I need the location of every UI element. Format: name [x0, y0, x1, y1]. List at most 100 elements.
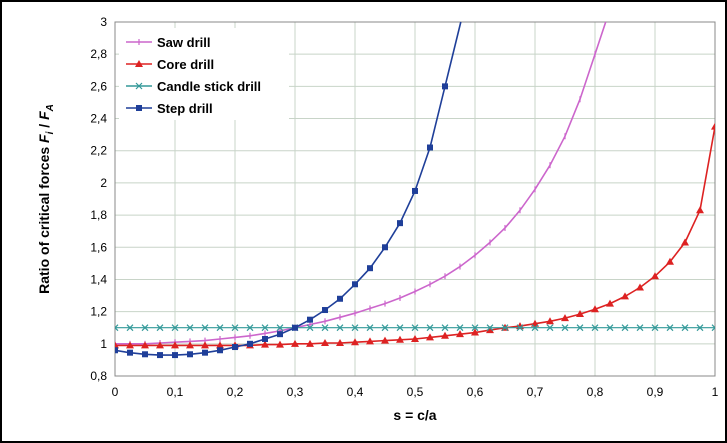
data-point [262, 335, 268, 342]
legend-label: Candle stick drill [157, 79, 261, 94]
legend-item: Candle stick drill [126, 79, 261, 94]
y-tick-label: 1,4 [90, 272, 107, 286]
data-point [141, 341, 149, 349]
x-tick-label: 0,9 [647, 385, 664, 399]
x-tick-label: 0,3 [287, 385, 304, 399]
y-tick-label: 2,6 [90, 79, 107, 93]
x-tick-label: 0,8 [587, 385, 604, 399]
data-point [322, 307, 328, 314]
data-point [135, 82, 143, 90]
data-point [201, 324, 209, 332]
x-tick-label: 0,2 [227, 385, 244, 399]
data-point [546, 317, 554, 325]
data-point [157, 352, 163, 359]
series-group [115, 21, 715, 359]
data-point [442, 83, 448, 90]
y-tick-label: 1,8 [90, 208, 107, 222]
x-axis-title: s = c/a [393, 407, 436, 423]
data-point [141, 324, 149, 332]
data-point [382, 244, 388, 251]
legend-box [119, 28, 289, 120]
data-point [171, 324, 179, 332]
y-axis-title-text: Ratio of critical forces [36, 147, 52, 294]
data-point [336, 339, 344, 347]
y-tick-label: 1,6 [90, 240, 107, 254]
data-point [261, 340, 269, 348]
data-point [441, 331, 449, 339]
data-point [411, 324, 419, 332]
x-tick-label: 0,6 [467, 385, 484, 399]
data-point [292, 324, 298, 331]
data-point [115, 341, 119, 349]
data-point [306, 324, 314, 332]
data-point [187, 351, 193, 358]
data-point [471, 324, 479, 332]
x-tick-label: 0,4 [347, 385, 364, 399]
data-point [396, 335, 404, 343]
data-point [651, 272, 659, 280]
data-point [456, 324, 464, 332]
y-tick-label: 1,2 [90, 305, 107, 319]
data-point [126, 324, 134, 332]
data-point [396, 324, 404, 332]
y-tick-labels: 0,8 1 1,2 1,4 1,6 1,8 2 2,2 2,4 2,6 2,8 3 [90, 15, 107, 383]
data-point [115, 347, 118, 354]
legend-label: Core drill [157, 57, 214, 72]
series-step-drill [115, 21, 462, 359]
y-axis-symbol-1: F [36, 134, 52, 143]
data-point [576, 324, 584, 332]
legend-item: Core drill [126, 57, 214, 72]
data-point [456, 330, 464, 338]
data-point [276, 324, 284, 332]
data-point [426, 333, 434, 341]
x-tick-label: 0,1 [167, 385, 184, 399]
data-point [216, 341, 224, 349]
data-point [426, 324, 434, 332]
data-point [246, 324, 254, 332]
data-point [201, 341, 209, 349]
data-point [352, 281, 358, 288]
y-tick-label: 2,8 [90, 47, 107, 61]
data-point [427, 144, 433, 151]
data-point [471, 328, 479, 336]
data-point [711, 324, 715, 332]
x-tick-label: 0,5 [407, 385, 424, 399]
data-point [681, 238, 689, 246]
series-line [115, 21, 607, 345]
data-point [186, 324, 194, 332]
data-point [216, 324, 224, 332]
x-tick-label: 1 [712, 385, 719, 399]
data-point [351, 324, 359, 332]
data-point [321, 324, 329, 332]
data-point [666, 324, 674, 332]
data-point [636, 324, 644, 332]
data-point [621, 324, 629, 332]
data-point [711, 122, 715, 130]
data-point [321, 339, 329, 347]
plot-area-frame [114, 21, 716, 377]
data-point [696, 324, 704, 332]
data-point [591, 305, 599, 313]
y-axis-title: Ratio of critical forces Fi / FA [36, 104, 56, 294]
y-axis-sub-2: A [45, 104, 56, 112]
data-point [171, 341, 179, 349]
series-candle-stick-drill [115, 324, 715, 332]
data-point [486, 324, 494, 332]
data-point [291, 339, 299, 347]
y-tick-label: 2,4 [90, 112, 107, 126]
data-point [232, 344, 238, 351]
data-point [366, 337, 374, 345]
data-point [546, 324, 554, 332]
data-point [261, 324, 269, 332]
data-point [411, 334, 419, 342]
data-point [351, 338, 359, 346]
legend-label: Saw drill [157, 35, 210, 50]
data-point [126, 341, 134, 349]
data-point [136, 105, 142, 111]
legend: Saw drill Core drill Candle stick drill Ste… [119, 28, 289, 120]
y-tick-label: 0,8 [90, 369, 107, 383]
data-point [115, 324, 119, 332]
data-point [366, 324, 374, 332]
data-point [156, 341, 164, 349]
